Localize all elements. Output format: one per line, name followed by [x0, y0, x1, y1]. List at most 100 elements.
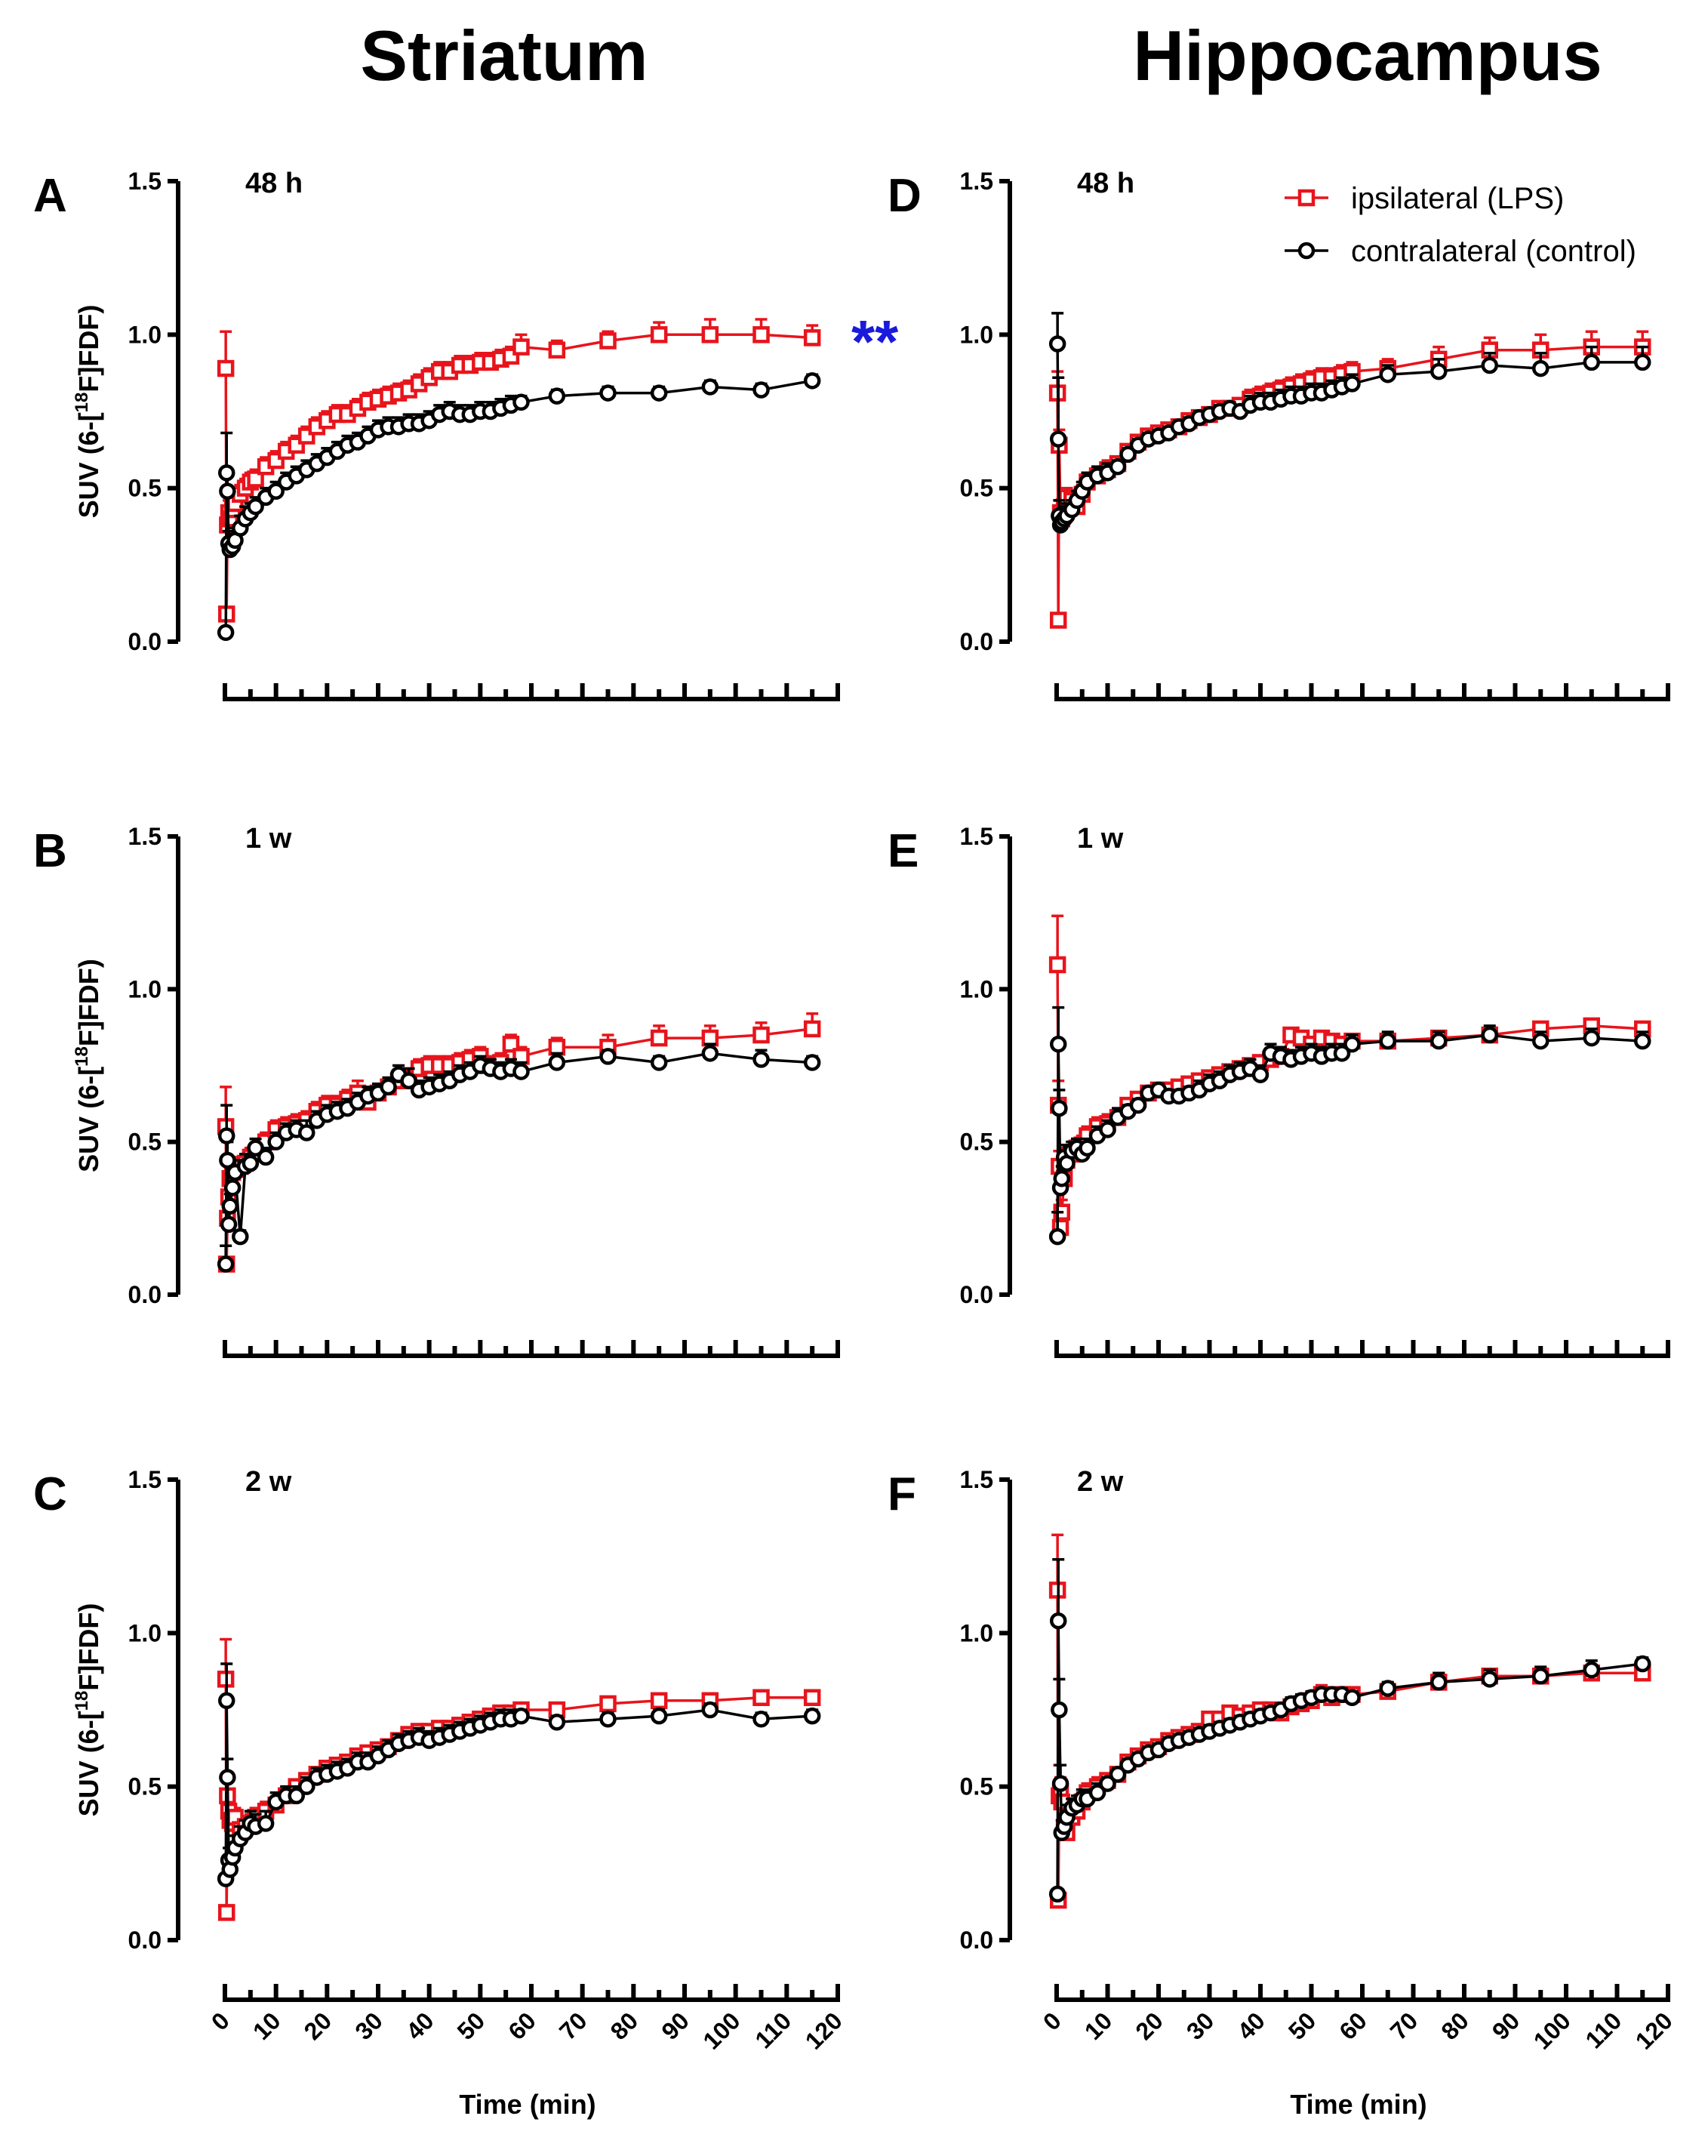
data-point [1532, 1668, 1550, 1685]
data-point [1379, 1032, 1396, 1050]
panel-letter: D [888, 170, 922, 222]
y-tick-label: 0.5 [128, 475, 162, 502]
data-point [752, 1051, 770, 1068]
panel-E: E 1 w 0.0 0.5 1.0 1.5 [888, 823, 1670, 1358]
y-axis-title-part: SUV (6-[ [73, 412, 104, 518]
y-tick-label: 1.0 [128, 975, 162, 1003]
data-point [217, 1127, 235, 1144]
y-axis-title-superscript: 18 [72, 393, 92, 413]
y-tick-label: 0.0 [960, 1281, 993, 1308]
data-point [1079, 1139, 1096, 1157]
data-point [599, 384, 617, 402]
data-point [267, 482, 285, 500]
y-tick-label: 0.5 [960, 1773, 993, 1800]
timepoint-label: 48 h [1077, 168, 1134, 199]
data-point [701, 378, 719, 396]
series-ipsilateral [217, 318, 821, 623]
data-point [599, 1710, 617, 1728]
data-point [1088, 1784, 1106, 1802]
data-point [512, 338, 530, 356]
data-point [803, 372, 821, 390]
data-point [548, 341, 566, 359]
data-point [1430, 1674, 1448, 1691]
legend-label: contralateral (control) [1351, 235, 1636, 268]
data-point [219, 1769, 236, 1786]
data-point [548, 387, 566, 405]
y-axis-title: SUV (6-[18F]FDF) [72, 1603, 104, 1817]
data-point [752, 1710, 770, 1728]
y-axis-title-part: F]FDF) [73, 959, 104, 1046]
y-tick-label: 0.0 [128, 1927, 162, 1954]
data-point [1481, 356, 1498, 374]
data-point [298, 1778, 315, 1795]
y-axis-title-part: SUV (6-[ [73, 1067, 104, 1172]
data-point [599, 332, 617, 350]
data-point [650, 1029, 668, 1047]
data-point [1048, 956, 1066, 974]
data-point [223, 1179, 242, 1197]
data-point [219, 1151, 236, 1169]
legend-label: ipsilateral (LPS) [1351, 182, 1564, 215]
data-point [1481, 1026, 1498, 1044]
data-point [1481, 1671, 1498, 1688]
series-contralateral [217, 372, 821, 642]
data-point [650, 384, 668, 402]
y-axis-title: SUV (6-[18F]FDF) [72, 959, 104, 1172]
data-point [1053, 1169, 1070, 1187]
data-point [599, 1048, 617, 1065]
data-point [221, 1197, 239, 1215]
y-tick-label: 1.0 [128, 321, 162, 348]
panel-letter: B [33, 825, 67, 877]
data-point [1051, 1775, 1069, 1792]
data-point [650, 1707, 668, 1725]
data-point [1430, 362, 1448, 380]
y-axis-title-superscript: 18 [72, 1046, 92, 1067]
y-tick-label: 0.0 [960, 1927, 993, 1954]
data-point [803, 1020, 821, 1038]
data-point [257, 1815, 275, 1832]
data-point [1379, 365, 1396, 383]
data-point [1099, 1121, 1116, 1138]
data-point [752, 326, 770, 343]
column-title-striatum: Striatum [360, 16, 648, 95]
y-axis-title-part: SUV (6-[ [73, 1711, 104, 1816]
legend-entry-contralateral: contralateral (control) [1285, 235, 1636, 268]
data-point [1343, 1035, 1361, 1053]
panel-B: B 1 w 0.0 0.5 1.0 1.5 SUV (6-[18F]FDF) [33, 823, 840, 1358]
data-point [803, 1689, 821, 1706]
y-tick-label: 0.5 [128, 1129, 162, 1156]
y-axis-title-part: F]FDF) [73, 305, 104, 393]
data-point [219, 482, 236, 500]
data-point [1430, 1032, 1448, 1050]
y-tick-label: 0.0 [128, 1281, 162, 1308]
data-point [298, 1124, 315, 1141]
data-point [1634, 1032, 1651, 1050]
data-point [1343, 1689, 1361, 1706]
data-point [701, 1029, 719, 1047]
data-point [247, 497, 264, 516]
series-contralateral [1048, 1006, 1651, 1246]
data-point [650, 1054, 668, 1071]
y-axis-title: SUV (6-[18F]FDF) [72, 305, 104, 519]
y-tick-label: 0.5 [960, 475, 993, 502]
panel-letter: F [888, 1468, 916, 1520]
data-point [217, 624, 235, 642]
data-point [1048, 1227, 1066, 1246]
y-axis-title-part: F]FDF) [73, 1603, 104, 1691]
data-point [400, 1072, 417, 1089]
legend-marker [1297, 189, 1316, 207]
timepoint-label: 1 w [245, 823, 292, 855]
data-point [701, 1045, 719, 1062]
data-point [257, 1148, 275, 1166]
series-contralateral [217, 1662, 821, 1887]
data-point [1049, 1612, 1067, 1630]
data-point [650, 1692, 668, 1710]
data-point [1051, 1701, 1068, 1719]
data-point [217, 1692, 235, 1710]
legend-entry-ipsilateral: ipsilateral (LPS) [1285, 182, 1564, 215]
series-contralateral [1048, 312, 1651, 534]
data-point [512, 1707, 530, 1725]
